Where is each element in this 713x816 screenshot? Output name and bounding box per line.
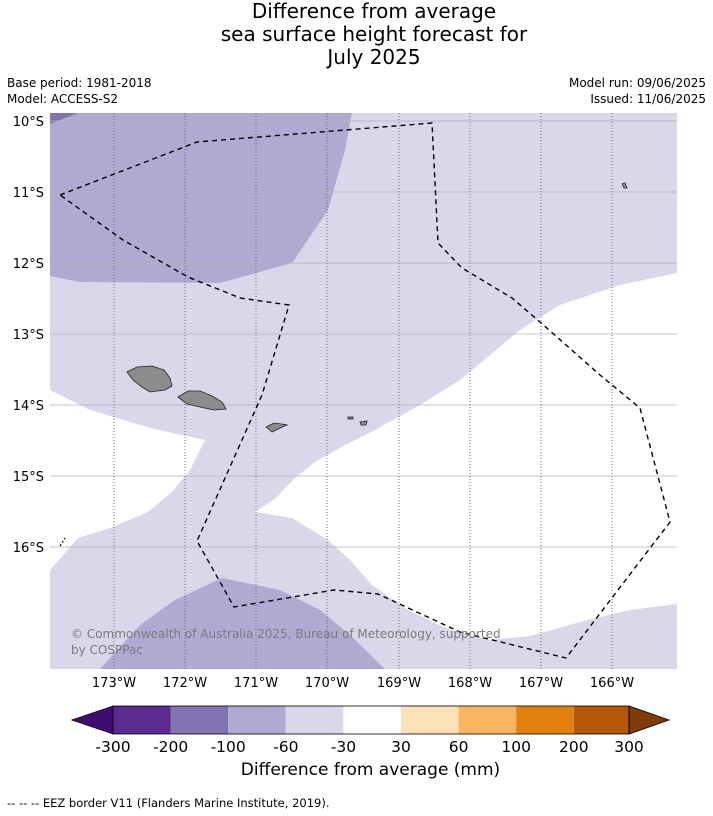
colorbar-title: Difference from average (mm) — [240, 760, 501, 780]
meta-right: Model run: 09/06/2025 Issued: 11/06/2025 — [569, 75, 706, 107]
colorbar-tick: -300 — [95, 738, 130, 756]
lon-label: 171°W — [234, 676, 278, 691]
manua-island — [347, 416, 354, 420]
title-line-1: Difference from average — [251, 0, 497, 23]
lat-label: 15°S — [13, 470, 44, 485]
savaii-island — [126, 365, 173, 393]
lon-label: 169°W — [377, 676, 421, 691]
tutuila-island — [265, 422, 289, 433]
eez-border-fragment — [59, 537, 66, 547]
colorbar-tick-labels: -300 -200 -100 -60 -30 30 60 100 200 300 — [95, 738, 643, 756]
model-name: Model: ACCESS-S2 — [7, 92, 119, 106]
chart-title: Difference from average sea surface heig… — [0, 0, 713, 69]
colorbar-segment — [401, 706, 459, 734]
lon-label: 167°W — [519, 676, 563, 691]
colorbar-tick: 300 — [614, 738, 644, 756]
eez-border — [58, 122, 671, 659]
colorbar-tick: 100 — [501, 738, 531, 756]
upolu-island — [177, 390, 227, 411]
latitude-gridlines — [50, 120, 677, 548]
colorbar-tick: -100 — [211, 738, 246, 756]
band-neg100-neg60-south — [100, 578, 385, 669]
colorbar-extend-low — [70, 705, 114, 735]
swains-island — [621, 182, 628, 189]
colorbar-tick: -30 — [331, 738, 356, 756]
colorbar-segment — [285, 706, 344, 734]
latitude-labels: 10°S 11°S 12°S 13°S 14°S 15°S 16°S — [13, 115, 44, 556]
colorbar-segment — [113, 706, 171, 734]
colorbar — [70, 705, 671, 735]
lon-label: 168°W — [448, 676, 492, 691]
colorbar-tick: 30 — [391, 738, 411, 756]
lon-label: 170°W — [305, 676, 349, 691]
colorbar-tick: 200 — [559, 738, 589, 756]
map-area — [50, 113, 677, 669]
lon-label: 173°W — [92, 676, 136, 691]
lat-label: 11°S — [13, 186, 44, 201]
colorbar-segment — [170, 706, 229, 734]
title-line-3: July 2025 — [327, 45, 421, 69]
band-neg100-neg60-north — [50, 113, 352, 283]
colorbar-tick: 60 — [449, 738, 469, 756]
colorbar-segment — [458, 706, 517, 734]
longitude-labels: 173°W 172°W 171°W 170°W 169°W 168°W 167°… — [92, 676, 634, 691]
colorbar-segment — [573, 706, 632, 734]
colorbar-outline — [112, 705, 630, 735]
title-line-2: sea surface height forecast for — [220, 22, 528, 46]
colorbar-segment — [343, 706, 401, 734]
copyright-notice: © Commonwealth of Australia 2025, Bureau… — [71, 626, 501, 658]
ofu-island — [359, 420, 368, 426]
colorbar-segment — [228, 706, 286, 734]
band-neg30-30-east — [255, 273, 677, 640]
meta-left: Base period: 1981-2018 Model: ACCESS-S2 — [7, 75, 152, 107]
lat-label: 13°S — [13, 328, 44, 343]
lat-label: 10°S — [13, 115, 44, 130]
islands — [126, 182, 628, 433]
base-period: Base period: 1981-2018 — [7, 76, 152, 90]
model-run: Model run: 09/06/2025 — [568, 76, 706, 90]
copyright-line-2: by COSPPac — [71, 643, 143, 657]
colorbar-segment — [516, 706, 574, 734]
lon-label: 166°W — [590, 676, 634, 691]
colorbar-tick: -60 — [273, 738, 298, 756]
colorbar-extend-high — [628, 705, 671, 735]
eez-legend-note: -- -- -- EEZ border V11 (Flanders Marine… — [7, 796, 330, 810]
lon-label: 172°W — [163, 676, 207, 691]
copyright-line-1: © Commonwealth of Australia 2025, Bureau… — [71, 627, 501, 641]
lat-label: 14°S — [13, 399, 44, 414]
colorbar-tick: -200 — [153, 738, 188, 756]
band-neg30-30-west — [50, 390, 205, 570]
lat-label: 16°S — [13, 541, 44, 556]
lat-label: 12°S — [13, 257, 44, 272]
issued-date: Issued: 11/06/2025 — [590, 92, 706, 106]
